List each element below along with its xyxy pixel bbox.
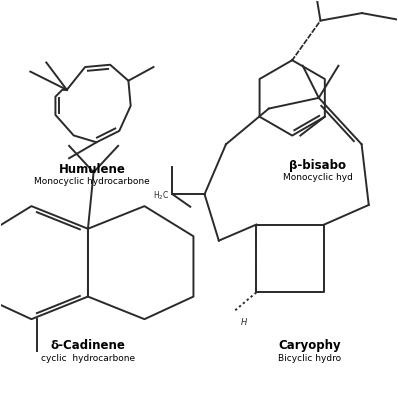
- Text: H: H: [241, 318, 247, 327]
- Text: Monocyclic hydrocarbone: Monocyclic hydrocarbone: [34, 178, 150, 186]
- Text: β-bisabo: β-bisabo: [289, 159, 347, 172]
- Text: Caryophy: Caryophy: [279, 339, 341, 352]
- Text: cyclic  hydrocarbone: cyclic hydrocarbone: [41, 354, 135, 363]
- Text: Humulene: Humulene: [59, 163, 125, 176]
- Text: Monocyclic hyd: Monocyclic hyd: [283, 174, 353, 182]
- Text: δ-Cadinene: δ-Cadinene: [51, 339, 125, 352]
- Text: Bicyclic hydro: Bicyclic hydro: [279, 354, 341, 363]
- Text: H$_2$C: H$_2$C: [153, 189, 169, 202]
